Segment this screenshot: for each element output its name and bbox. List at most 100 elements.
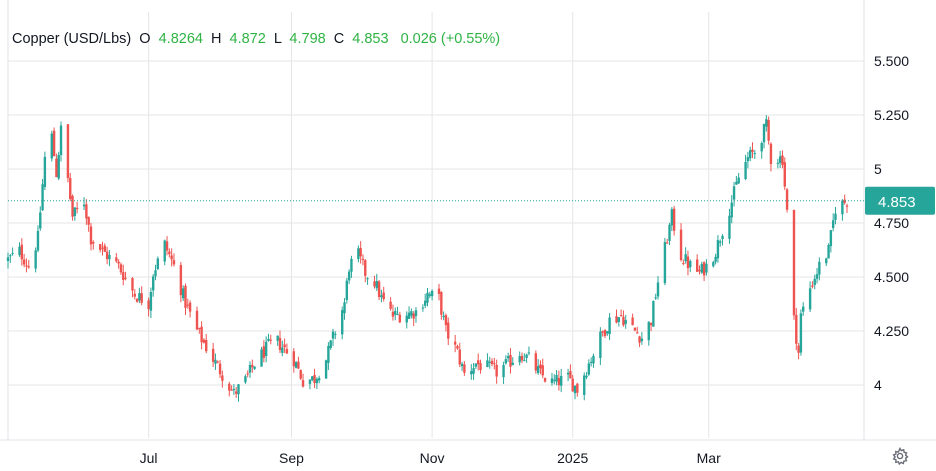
candle-body — [6, 257, 10, 261]
candle-body — [762, 124, 766, 143]
candle-body — [719, 241, 722, 243]
candle — [66, 124, 70, 183]
candle — [92, 240, 95, 250]
candle — [423, 293, 427, 309]
candle — [719, 239, 722, 247]
candle-body — [66, 124, 70, 179]
candle-body — [22, 259, 26, 265]
candle-body — [87, 217, 90, 225]
candle — [470, 364, 473, 380]
candle — [458, 342, 461, 368]
candle-body — [92, 242, 95, 244]
candle — [343, 298, 346, 320]
candle — [324, 359, 328, 379]
legend-low-value: 4.798 — [289, 31, 326, 47]
candle — [527, 346, 531, 356]
grid-lines — [0, 0, 936, 441]
candle — [359, 241, 362, 264]
legend-close-label: C — [333, 31, 345, 47]
candle-body — [389, 301, 392, 309]
last-price-label: 4.853 — [865, 186, 935, 215]
candle — [253, 366, 256, 371]
candle-body — [428, 294, 432, 296]
candle-body — [228, 383, 231, 391]
candle-body — [281, 347, 284, 353]
candle-body — [324, 360, 328, 379]
candle — [608, 313, 611, 340]
candle-body — [299, 370, 302, 379]
candle — [818, 257, 821, 281]
candle-body — [797, 345, 800, 353]
candle — [649, 322, 653, 332]
candle-body — [398, 314, 402, 323]
gear-icon[interactable] — [890, 446, 910, 466]
candle-body — [103, 245, 107, 252]
candle-body — [608, 317, 611, 335]
candle — [640, 332, 644, 345]
candle — [571, 374, 574, 392]
candle — [391, 304, 395, 321]
candle-body — [767, 119, 770, 141]
candle — [373, 275, 376, 289]
candle — [559, 368, 563, 393]
candle-body — [41, 184, 44, 211]
candle — [737, 172, 740, 184]
candle-body — [138, 293, 141, 301]
candle-body — [168, 251, 171, 255]
candle — [251, 359, 254, 373]
candle-body — [163, 240, 166, 262]
candle-body — [553, 379, 556, 381]
chart-legend: Copper (USD/Lbs) O 4.8264 H 4.872 L 4.79… — [12, 31, 500, 47]
candle-body — [511, 362, 514, 365]
candle — [603, 329, 607, 338]
candle — [589, 357, 593, 367]
candle-body — [50, 133, 53, 159]
candle — [797, 343, 800, 360]
candle-body — [815, 274, 819, 279]
candle-body — [237, 384, 240, 395]
candle — [456, 344, 459, 350]
candle-body — [181, 288, 185, 299]
candle-body — [541, 365, 544, 376]
candle-body — [603, 329, 607, 336]
candle-body — [101, 247, 104, 249]
candle-body — [195, 310, 199, 330]
candle-body — [200, 326, 203, 343]
candle — [398, 311, 402, 324]
x-tick-label: Jul — [140, 450, 158, 466]
candle — [244, 374, 247, 384]
candle-body — [829, 230, 833, 247]
y-tick-label: 5.500 — [874, 53, 909, 69]
candle-body — [624, 320, 627, 324]
legend-open-label: O — [139, 31, 151, 47]
candle — [760, 141, 763, 159]
candle-body — [506, 356, 510, 359]
candle-body — [230, 389, 233, 391]
candle — [647, 321, 650, 346]
candle — [778, 150, 782, 169]
candle-body — [85, 204, 88, 219]
y-tick-label: 4.250 — [874, 323, 909, 339]
candle-body — [633, 327, 637, 331]
candle — [410, 308, 413, 319]
candle-body — [520, 355, 524, 361]
candle-body — [834, 213, 837, 220]
candle-body — [267, 338, 270, 341]
candle-body — [27, 266, 30, 268]
candle — [188, 300, 192, 318]
candle — [389, 297, 392, 311]
candle — [695, 254, 699, 272]
candle-body — [695, 259, 699, 272]
candle — [25, 258, 28, 273]
candle-body — [682, 262, 685, 264]
candle-body — [460, 363, 464, 367]
candle — [813, 274, 816, 290]
candle — [585, 372, 588, 380]
legend-change-value: 0.026 (+0.55%) — [400, 31, 501, 47]
candle — [122, 264, 125, 286]
candle — [138, 287, 141, 304]
candle — [700, 261, 703, 274]
candle-body — [477, 360, 480, 365]
candle-body — [785, 189, 789, 210]
